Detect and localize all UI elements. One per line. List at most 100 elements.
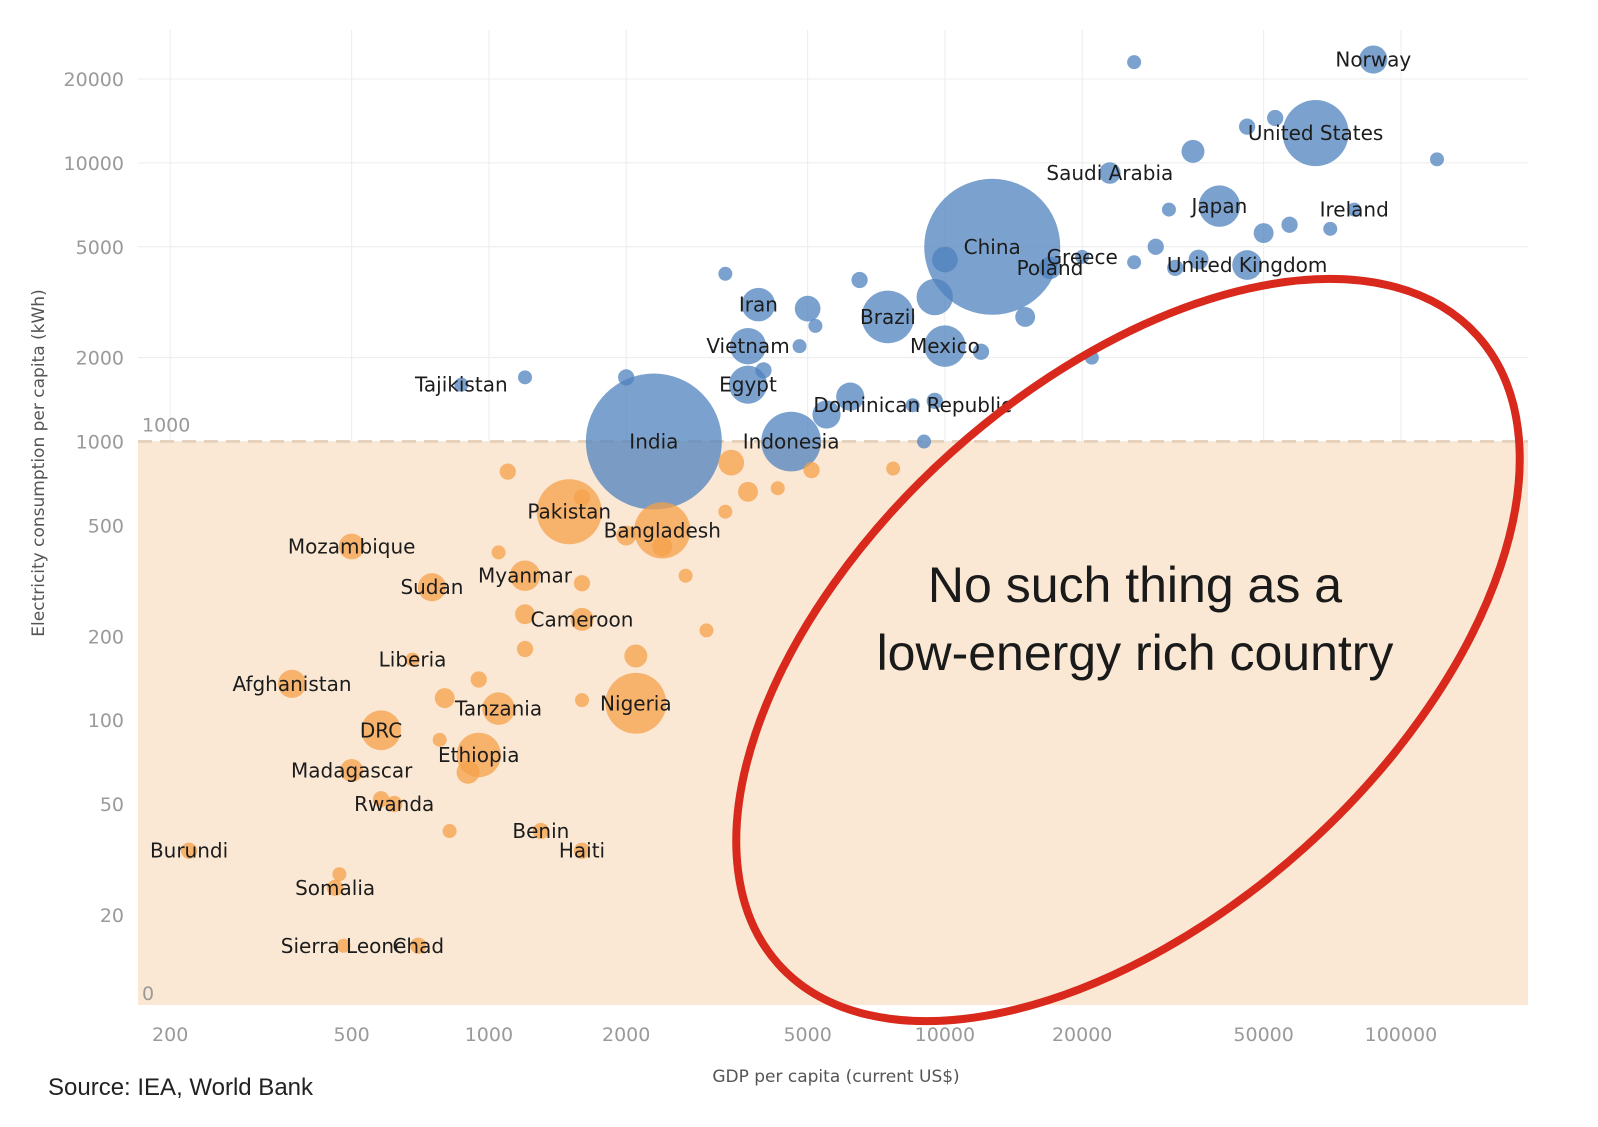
bubble	[372, 791, 390, 808]
source-note: Source: IEA, World Bank	[48, 1074, 314, 1101]
y-tick-label: 200	[88, 626, 124, 648]
y-tick-label: 500	[88, 515, 124, 537]
bubble	[456, 760, 480, 784]
bubble-indonesia	[761, 411, 821, 472]
bubble-tanzania	[482, 692, 515, 725]
callout-text-line-2: low-energy rich country	[877, 625, 1394, 681]
x-tick-label: 100000	[1365, 1024, 1438, 1046]
country-label: Madagascar	[291, 758, 413, 782]
country-label: Cameroon	[531, 607, 634, 631]
bubble-burundi	[180, 842, 198, 859]
country-label: Bangladesh	[604, 518, 721, 542]
bubble	[1429, 152, 1444, 167]
bubble	[499, 463, 516, 480]
bubble	[624, 644, 648, 668]
country-label: Somalia	[295, 876, 375, 900]
country-label: Sierra Leone	[281, 934, 407, 958]
country-label: Norway	[1335, 48, 1411, 72]
bubble	[886, 461, 901, 476]
bubble-cameroon	[570, 607, 594, 631]
country-label: United Kingdom	[1167, 253, 1328, 277]
bubble	[916, 278, 953, 316]
bubble-ireland	[1347, 202, 1362, 217]
bubble	[1238, 118, 1256, 135]
bubble-saudi-arabia	[1099, 162, 1121, 184]
country-label: Greece	[1047, 245, 1118, 269]
bubble-liberia	[405, 652, 420, 667]
country-label: Dominican Republic	[813, 393, 1012, 417]
country-label: China	[964, 235, 1021, 259]
country-label: Ethiopia	[438, 743, 519, 767]
bubble	[1323, 221, 1338, 236]
x-axis-ticks: 200 500 1000 2000 5000 10000 20000 50000 100000	[152, 1024, 1437, 1046]
bubble	[917, 434, 932, 449]
y-tick-label: 10000	[64, 153, 124, 175]
bubble	[652, 536, 673, 557]
bubble	[518, 370, 533, 385]
bubble	[812, 400, 841, 429]
bubble-vietnam	[729, 327, 767, 365]
bubble	[718, 266, 733, 281]
bubble-china	[924, 178, 1061, 315]
country-label: Japan	[1190, 194, 1248, 218]
x-tick-label: 20000	[1052, 1024, 1112, 1046]
country-label: Saudi Arabia	[1046, 161, 1173, 185]
bubble	[1127, 55, 1142, 70]
country-label: Poland	[1017, 256, 1084, 280]
x-tick-label: 2000	[602, 1024, 650, 1046]
country-label: India	[629, 430, 678, 454]
x-axis-title: GDP per capita (current US$)	[712, 1067, 959, 1087]
bubble	[1167, 259, 1184, 277]
bubble-greece	[1075, 249, 1090, 264]
bubble	[803, 461, 820, 479]
bubble-chad	[410, 937, 427, 954]
country-label: Mexico	[910, 334, 980, 358]
bubble	[678, 568, 693, 583]
bubble-mexico	[924, 325, 966, 367]
y-tick-label: 50	[100, 794, 124, 816]
bubble	[1127, 255, 1142, 270]
threshold-label: 1000	[142, 415, 190, 437]
country-label: Nigeria	[600, 691, 672, 715]
bubble	[574, 693, 589, 708]
bubble-madagascar	[340, 758, 364, 782]
x-tick-label: 500	[334, 1024, 370, 1046]
country-label: Afghanistan	[232, 672, 351, 696]
y-tick-label: 100	[88, 710, 124, 732]
country-label: Brazil	[860, 305, 916, 329]
bubble	[699, 623, 714, 638]
bubble-sudan	[417, 573, 447, 602]
bubble-united-states	[1282, 100, 1349, 167]
y-tick-label: 5000	[76, 237, 124, 259]
y-tick-label: 2000	[76, 348, 124, 370]
bubble	[442, 824, 457, 839]
bubble-myanmar	[509, 560, 541, 591]
bubble-india	[585, 373, 722, 510]
bubble	[770, 481, 785, 496]
bubble	[516, 640, 534, 658]
callout-ellipse	[732, 274, 1524, 1026]
country-label: Myanmar	[478, 564, 573, 588]
bubble-nigeria	[605, 672, 667, 734]
country-label: Egypt	[719, 373, 777, 397]
bubble-bangladesh	[634, 502, 691, 559]
country-label: Burundi	[150, 839, 228, 863]
bubble-mozambique	[338, 533, 365, 560]
bubble-afghanistan	[277, 669, 307, 698]
y-axis-ticks: 20 50 100 200 500 1000 2000 5000 10000 20000	[64, 69, 124, 927]
x-tick-label: 1000	[465, 1024, 513, 1046]
bubble-drc	[361, 710, 401, 751]
bubble-brazil	[861, 290, 915, 344]
country-label: United States	[1248, 121, 1383, 145]
country-label: Liberia	[379, 648, 447, 672]
y-zero-tick-label: 0	[142, 983, 154, 1005]
bubble	[738, 481, 758, 502]
bubble	[1267, 109, 1284, 127]
bubble-sierra-leone	[336, 938, 351, 953]
y-axis-title: Electricity consumption per capita (kWh)	[29, 289, 49, 636]
callout-text-line-1: No such thing as a	[928, 557, 1342, 613]
country-label: Tanzania	[454, 697, 542, 721]
country-label: Vietnam	[706, 334, 789, 358]
bubble-tajikistan	[454, 377, 469, 392]
bubble	[794, 295, 821, 322]
